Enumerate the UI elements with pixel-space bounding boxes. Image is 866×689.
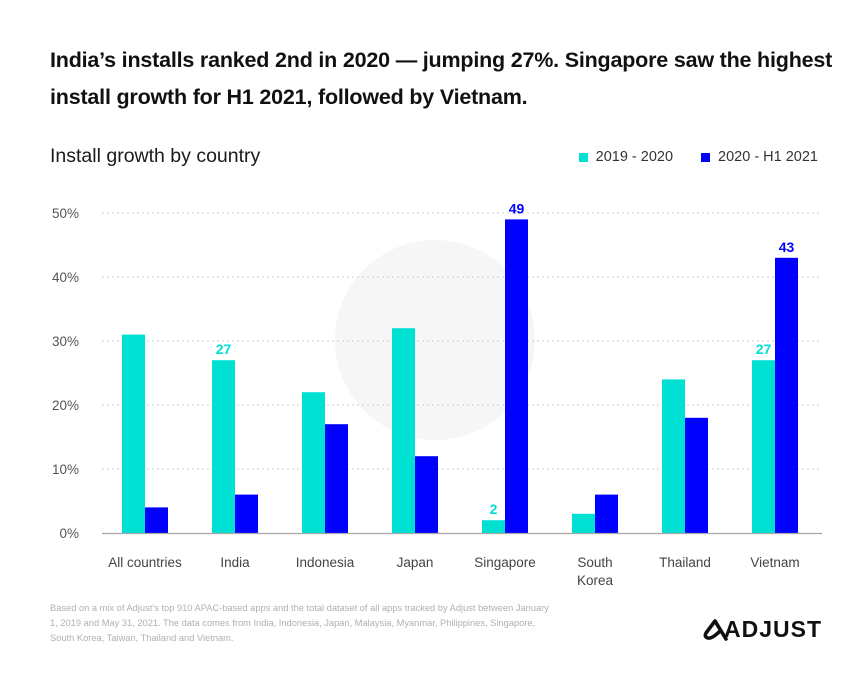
x-tick-label: South: [577, 555, 612, 570]
bar-series1: [572, 513, 595, 533]
legend-swatch: [578, 152, 588, 162]
data-label: 2: [490, 501, 498, 517]
legend-label: 2019 - 2020: [595, 149, 674, 165]
legend-item-2019-2020: 2019 - 2020: [578, 149, 674, 165]
bar-series1: [662, 379, 685, 533]
data-label: 49: [509, 200, 525, 216]
x-tick-label: India: [220, 555, 250, 570]
legend-swatch: [701, 152, 711, 162]
bar-series1: [122, 334, 145, 533]
y-tick-label: 50%: [52, 206, 79, 221]
x-tick-label: Korea: [577, 573, 614, 588]
x-tick-label: Indonesia: [296, 555, 355, 570]
legend-item-2020-h1-2021: 2020 - H1 2021: [701, 149, 818, 165]
y-tick-label: 20%: [52, 398, 79, 413]
bar-series1: [752, 360, 775, 533]
legend-label: 2020 - H1 2021: [718, 149, 818, 165]
bar-series2: [505, 219, 528, 533]
bar-series2: [685, 417, 708, 533]
bar-chart: 0% 10% 20% 30% 40% 50% All countries India Indon…: [52, 200, 822, 588]
bar-series2: [235, 494, 258, 533]
y-tick-label: 10%: [52, 462, 79, 477]
y-tick-label: 40%: [52, 270, 79, 285]
bar-series1: [212, 360, 235, 533]
brand-logo: ADJUST: [702, 616, 822, 643]
legend: 2019 - 2020 2020 - H1 2021: [578, 149, 818, 165]
chart-title: Install growth by country: [50, 145, 261, 167]
brand-name: ADJUST: [724, 616, 823, 642]
x-tick-label: Thailand: [659, 555, 711, 570]
bar-series2: [325, 424, 348, 533]
x-tick-label: Japan: [397, 555, 434, 570]
watermark-logo: [335, 240, 535, 440]
bar-series2: [145, 507, 168, 533]
x-tick-label: All countries: [108, 555, 182, 570]
y-tick-label: 0%: [59, 526, 79, 541]
data-label: 27: [216, 341, 232, 357]
headline: India’s installs ranked 2nd in 2020 — ju…: [50, 48, 833, 109]
y-tick-label: 30%: [52, 334, 79, 349]
bar-series1: [482, 520, 505, 533]
bar-series1: [302, 392, 325, 533]
footnote: Based on a mix of Adjust’s top 910 APAC-…: [50, 603, 549, 643]
adjust-logo-icon: [703, 618, 728, 641]
bar-series2: [775, 257, 798, 533]
bar-series1: [392, 328, 415, 533]
data-label: 27: [756, 341, 772, 357]
data-label: 43: [779, 239, 795, 255]
x-tick-label: Vietnam: [750, 555, 799, 570]
x-tick-label: Singapore: [474, 555, 536, 570]
bar-series2: [415, 456, 438, 533]
bar-series2: [595, 494, 618, 533]
